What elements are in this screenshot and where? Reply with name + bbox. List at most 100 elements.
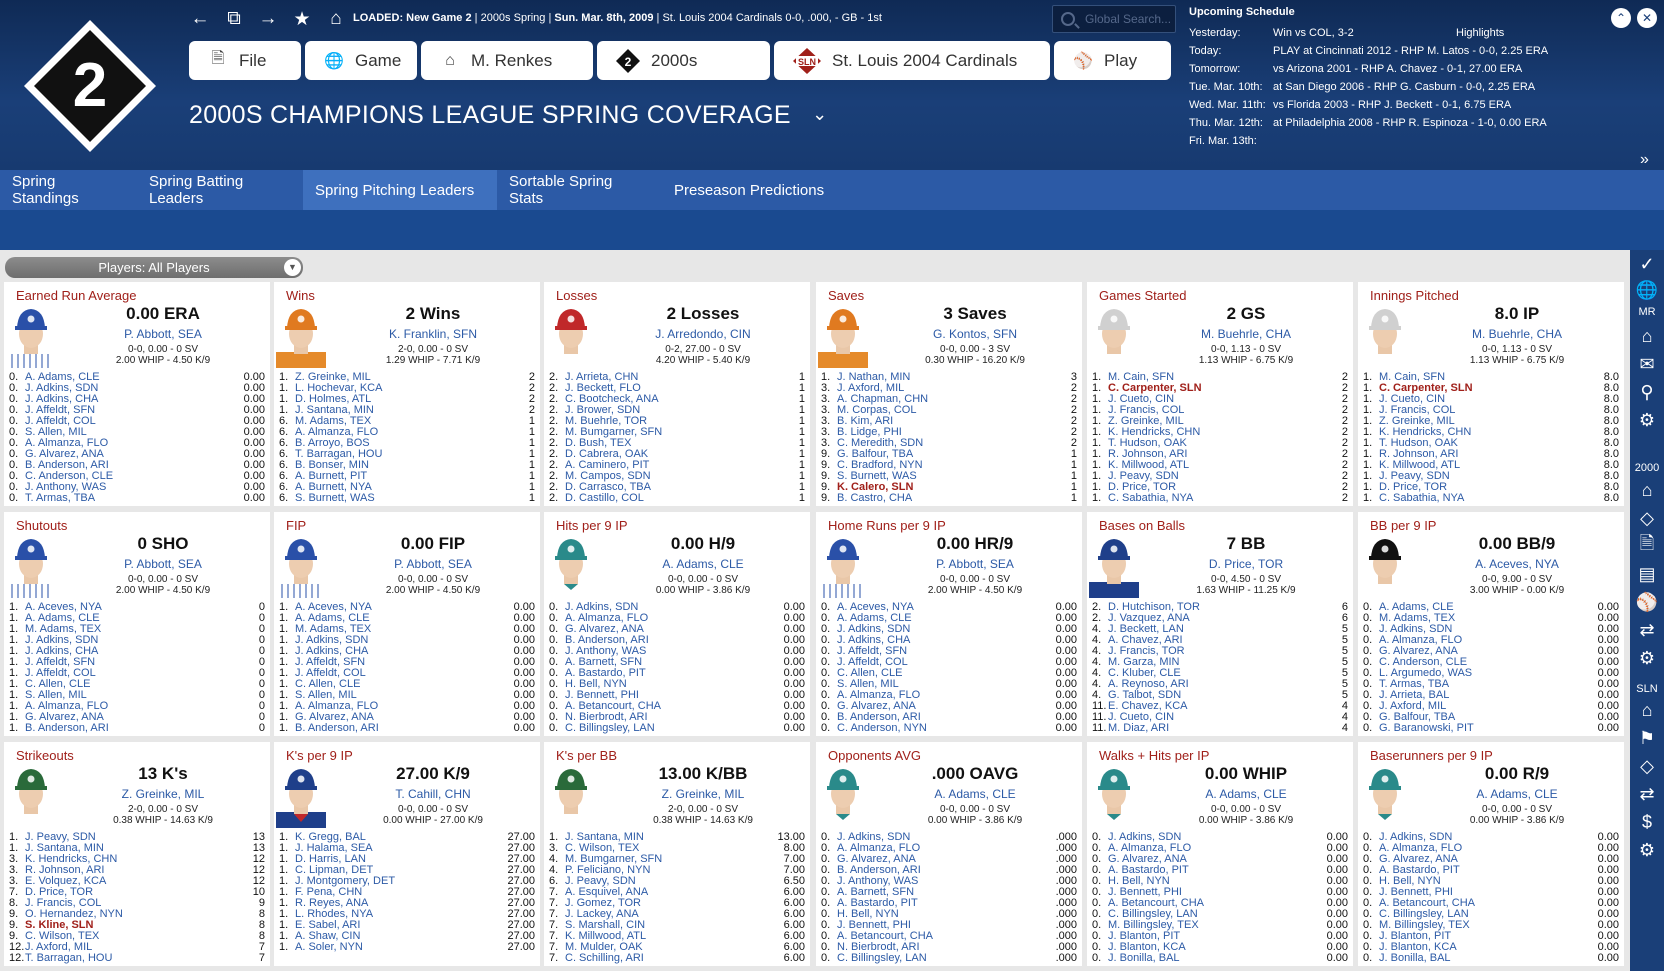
player-link[interactable]: G. Alvarez, ANA — [25, 449, 104, 460]
player-link[interactable]: J. Santana, MIN — [25, 843, 104, 854]
player-link[interactable]: M. Cain, SFN — [1108, 372, 1175, 383]
player-link[interactable]: J. Francis, COL — [1108, 405, 1185, 416]
player-link[interactable]: H. Bell, NYN — [565, 679, 627, 690]
player-link[interactable]: M. Garza, MIN — [1108, 657, 1180, 668]
leader-name[interactable]: T. Cahill, CHN — [395, 787, 471, 801]
player-link[interactable]: L. Argumedo, WAS — [1379, 668, 1473, 679]
player-link[interactable]: C. Allen, CLE — [295, 679, 361, 690]
player-link[interactable]: J. Peavy, SDN — [1379, 471, 1450, 482]
player-link[interactable]: C. Anderson, NYN — [837, 723, 927, 734]
file-button[interactable]: 🗎 File — [189, 41, 301, 80]
player-link[interactable]: C. Billingsley, LAN — [837, 953, 927, 964]
player-link[interactable]: D. Harris, LAN — [295, 854, 366, 865]
player-link[interactable]: A. Almanza, FLO — [295, 701, 379, 712]
manager-button[interactable]: ⌂ M. Renkes — [421, 41, 593, 80]
game-button[interactable]: 🌐 Game — [305, 41, 417, 80]
player-headshot[interactable] — [6, 304, 56, 368]
player-link[interactable]: T. Armas, TBA — [1379, 679, 1450, 690]
tab-spring-batting-leaders[interactable]: Spring Batting Leaders — [149, 173, 244, 207]
player-link[interactable]: K. Hendricks, CHN — [1108, 427, 1201, 438]
leader-name[interactable]: D. Price, TOR — [1208, 557, 1284, 571]
player-link[interactable]: D. Bush, TEX — [565, 438, 632, 449]
panel-title[interactable]: FIP — [286, 518, 307, 533]
transfer-icon[interactable]: ⇄ — [1639, 783, 1655, 804]
player-link[interactable]: S. Allen, MIL — [25, 427, 87, 438]
player-headshot[interactable] — [1089, 764, 1139, 828]
player-link[interactable]: J. Anthony, WAS — [25, 482, 107, 493]
player-link[interactable]: J. Peavy, SDN — [1108, 471, 1179, 482]
panel-title[interactable]: Walks + Hits per IP — [1099, 748, 1210, 763]
player-link[interactable]: G. Balfour, TBA — [837, 449, 914, 460]
transfer-icon[interactable]: ⇄ — [1639, 619, 1655, 640]
player-link[interactable]: J. Adkins, SDN — [1108, 832, 1182, 843]
player-link[interactable]: A. Barnett, SFN — [837, 887, 915, 898]
player-link[interactable]: J. Affeldt, COL — [25, 416, 96, 427]
player-link[interactable]: J. Arrieta, CHN — [565, 372, 639, 383]
player-headshot[interactable] — [818, 764, 868, 828]
player-link[interactable]: J. Adkins, SDN — [565, 602, 639, 613]
global-search-input[interactable]: Global Search... — [1052, 5, 1176, 33]
player-link[interactable]: J. Adkins, CHA — [25, 646, 99, 657]
player-link[interactable]: C. Anderson, CLE — [1379, 657, 1468, 668]
player-link[interactable]: R. Johnson, ARI — [25, 865, 105, 876]
player-link[interactable]: J. Adkins, SDN — [837, 624, 911, 635]
player-link[interactable]: J. Francis, COL — [1379, 405, 1456, 416]
player-link[interactable]: A. Soler, NYN — [295, 942, 363, 953]
player-link[interactable]: A. Adams, CLE — [1379, 602, 1454, 613]
player-link[interactable]: J. Blanton, PIT — [1379, 931, 1452, 942]
panel-title[interactable]: Losses — [556, 288, 598, 303]
team-button[interactable]: SLN St. Louis 2004 Cardinals — [774, 41, 1050, 80]
panel-title[interactable]: Opponents AVG — [828, 748, 921, 763]
player-link[interactable]: A. Adams, CLE — [25, 613, 100, 624]
player-link[interactable]: A. Caminero, PIT — [565, 460, 650, 471]
player-link[interactable]: J. Axford, MIL — [25, 942, 93, 953]
diamond-icon[interactable]: ◇ — [1640, 507, 1654, 528]
player-link[interactable]: A. Almanza, FLO — [1379, 843, 1463, 854]
player-link[interactable]: D. Hutchison, TOR — [1108, 602, 1200, 613]
player-link[interactable]: T. Barragan, HOU — [295, 449, 383, 460]
player-link[interactable]: G. Alvarez, ANA — [1379, 854, 1458, 865]
player-link[interactable]: G. Balfour, TBA — [1379, 712, 1456, 723]
player-link[interactable]: T. Hudson, OAK — [1108, 438, 1187, 449]
player-link[interactable]: A. Almanza, FLO — [25, 701, 109, 712]
player-link[interactable]: A. Betancourt, CHA — [1108, 898, 1204, 909]
player-link[interactable]: E. Volquez, KCA — [25, 876, 107, 887]
leader-name[interactable]: M. Buehrle, CHA — [1200, 327, 1292, 341]
player-link[interactable]: A. Bastardo, PIT — [565, 668, 646, 679]
player-headshot[interactable] — [6, 764, 56, 828]
tab-preseason-predictions[interactable]: Preseason Predictions — [674, 181, 825, 199]
player-link[interactable]: R. Johnson, ARI — [1108, 449, 1188, 460]
panel-title[interactable]: Innings Pitched — [1370, 288, 1459, 303]
player-link[interactable]: T. Barragan, HOU — [25, 953, 113, 964]
player-link[interactable]: A. Burnett, PIT — [295, 471, 368, 482]
player-link[interactable]: J. Affeldt, COL — [25, 668, 96, 679]
player-link[interactable]: G. Alvarez, ANA — [295, 712, 374, 723]
player-link[interactable]: Z. Greinke, MIL — [295, 372, 371, 383]
player-link[interactable]: A. Burnett, NYA — [295, 482, 372, 493]
player-link[interactable]: A. Bastardo, PIT — [1108, 865, 1189, 876]
panel-title[interactable]: K's per 9 IP — [286, 748, 353, 763]
diamond-icon[interactable]: ◇ — [1640, 755, 1654, 776]
player-link[interactable]: J. Beckett, LAN — [1108, 624, 1184, 635]
player-link[interactable]: A. Bastardo, PIT — [837, 898, 918, 909]
player-link[interactable]: M. Cain, SFN — [1379, 372, 1446, 383]
player-link[interactable]: E. Chavez, KCA — [1108, 701, 1188, 712]
player-link[interactable]: J. Blanton, KCA — [1379, 942, 1457, 953]
player-link[interactable]: B. Anderson, ARI — [837, 712, 921, 723]
player-link[interactable]: M. Buehrle, TOR — [565, 416, 648, 427]
player-link[interactable]: A. Aceves, NYA — [295, 602, 372, 613]
player-link[interactable]: M. Bumgarner, SFN — [565, 427, 663, 438]
search-icon[interactable]: ⚲ — [1640, 381, 1654, 402]
leader-name[interactable]: Z. Greinke, MIL — [661, 787, 745, 801]
player-link[interactable]: K. Hendricks, CHN — [1379, 427, 1472, 438]
player-headshot[interactable] — [276, 534, 326, 598]
player-link[interactable]: B. Bonser, MIN — [295, 460, 369, 471]
player-link[interactable]: G. Alvarez, ANA — [1379, 646, 1458, 657]
player-link[interactable]: M. Adams, TEX — [295, 624, 372, 635]
player-link[interactable]: K. Hendricks, CHN — [25, 854, 118, 865]
player-link[interactable]: A. Betancourt, CHA — [1379, 898, 1475, 909]
player-link[interactable]: J. Peavy, SDN — [25, 832, 96, 843]
leader-name[interactable]: P. Abbott, SEA — [394, 557, 472, 571]
player-link[interactable]: G. Alvarez, ANA — [837, 701, 916, 712]
player-link[interactable]: F. Pena, CHN — [295, 887, 363, 898]
